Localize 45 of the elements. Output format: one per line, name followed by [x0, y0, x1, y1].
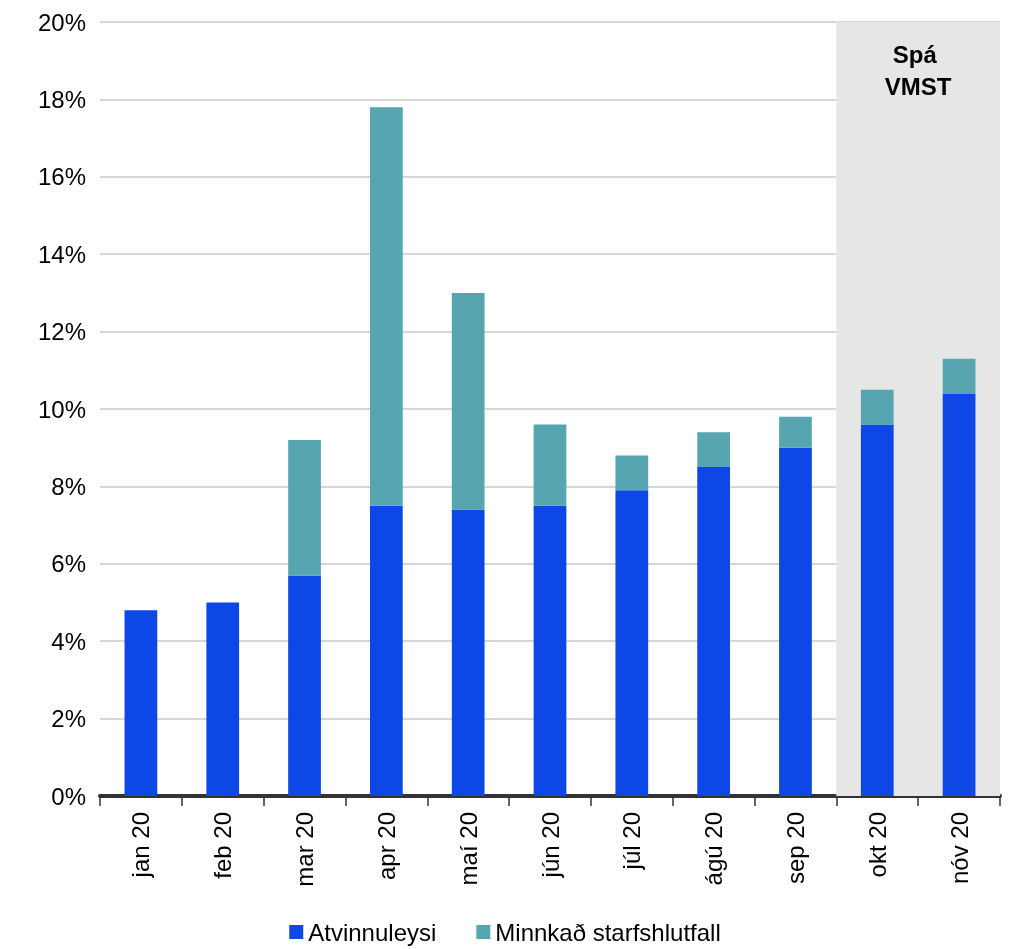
y-tick-label: 16% — [37, 163, 86, 191]
x-tick-label: okt 20 — [863, 812, 891, 878]
y-tick-label: 10% — [37, 395, 86, 423]
x-tick-label: júl 20 — [618, 812, 646, 871]
x-tick-label: mar 20 — [291, 812, 319, 887]
x-tick-label: maí 20 — [454, 812, 482, 886]
y-tick-label: 12% — [37, 318, 86, 346]
bar — [451, 509, 485, 796]
bar — [697, 432, 730, 468]
x-tick-label: ágú 20 — [700, 812, 728, 886]
legend-label: Minnkað starfshlutfall — [495, 918, 721, 946]
x-tick-label: sep 20 — [781, 812, 809, 885]
bar — [615, 490, 649, 796]
y-tick-label: 8% — [51, 472, 86, 500]
bar — [206, 602, 240, 796]
x-tick-label: feb 20 — [209, 812, 237, 879]
bar — [860, 424, 894, 796]
bar — [942, 358, 976, 394]
bar — [533, 505, 567, 796]
y-tick-label: 18% — [37, 85, 86, 113]
x-tick-label: apr 20 — [372, 812, 400, 881]
bar — [615, 455, 649, 491]
band-label: Spá VMST — [884, 40, 952, 100]
y-tick-label: 6% — [51, 550, 86, 578]
bar — [942, 393, 976, 796]
x-tick-label: jan 20 — [127, 812, 155, 879]
bar — [533, 424, 567, 506]
bar — [370, 107, 403, 506]
y-tick-label: 0% — [51, 782, 86, 810]
x-tick-label: nóv 20 — [945, 812, 973, 885]
y-tick-label: 2% — [51, 705, 86, 733]
y-tick-label: 14% — [37, 240, 86, 268]
y-tick-label: 4% — [51, 627, 86, 655]
bar — [288, 439, 321, 576]
legend-label: Atvinnuleysi — [308, 918, 437, 946]
y-tick-label: 20% — [37, 8, 86, 36]
bar — [451, 292, 485, 510]
bar — [779, 447, 812, 796]
bar — [124, 610, 158, 796]
bar — [697, 467, 730, 796]
bar — [860, 389, 894, 425]
bar — [288, 575, 321, 796]
bar — [370, 505, 403, 796]
x-tick-label: jún 20 — [536, 812, 564, 879]
bar — [779, 416, 812, 448]
